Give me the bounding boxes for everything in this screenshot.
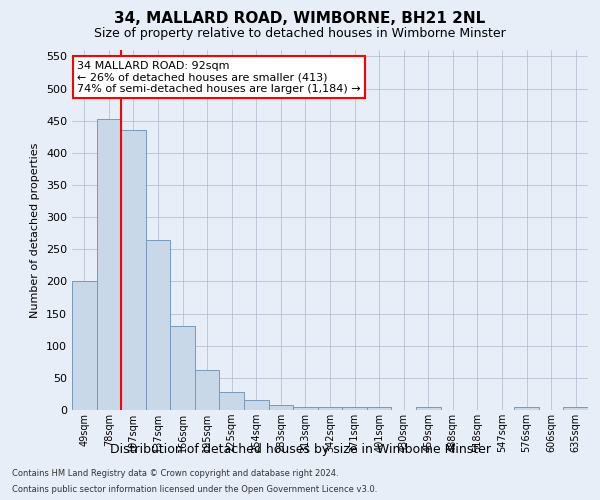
Bar — [121, 130, 146, 410]
Bar — [195, 370, 220, 410]
Bar — [146, 240, 170, 410]
Text: 34 MALLARD ROAD: 92sqm
← 26% of detached houses are smaller (413)
74% of semi-de: 34 MALLARD ROAD: 92sqm ← 26% of detached… — [77, 61, 361, 94]
Text: Size of property relative to detached houses in Wimborne Minster: Size of property relative to detached ho… — [94, 28, 506, 40]
Bar — [293, 407, 318, 410]
Y-axis label: Number of detached properties: Number of detached properties — [31, 142, 40, 318]
Bar — [563, 407, 588, 410]
Bar — [220, 392, 244, 410]
Text: Distribution of detached houses by size in Wimborne Minster: Distribution of detached houses by size … — [110, 442, 491, 456]
Bar — [367, 407, 391, 410]
Text: Contains HM Land Registry data © Crown copyright and database right 2024.: Contains HM Land Registry data © Crown c… — [12, 468, 338, 477]
Bar — [170, 326, 195, 410]
Text: 34, MALLARD ROAD, WIMBORNE, BH21 2NL: 34, MALLARD ROAD, WIMBORNE, BH21 2NL — [115, 11, 485, 26]
Bar — [244, 400, 269, 410]
Bar — [514, 407, 539, 410]
Bar — [269, 405, 293, 410]
Text: Contains public sector information licensed under the Open Government Licence v3: Contains public sector information licen… — [12, 485, 377, 494]
Bar — [97, 120, 121, 410]
Bar — [342, 407, 367, 410]
Bar — [72, 282, 97, 410]
Bar — [318, 407, 342, 410]
Bar — [416, 407, 440, 410]
